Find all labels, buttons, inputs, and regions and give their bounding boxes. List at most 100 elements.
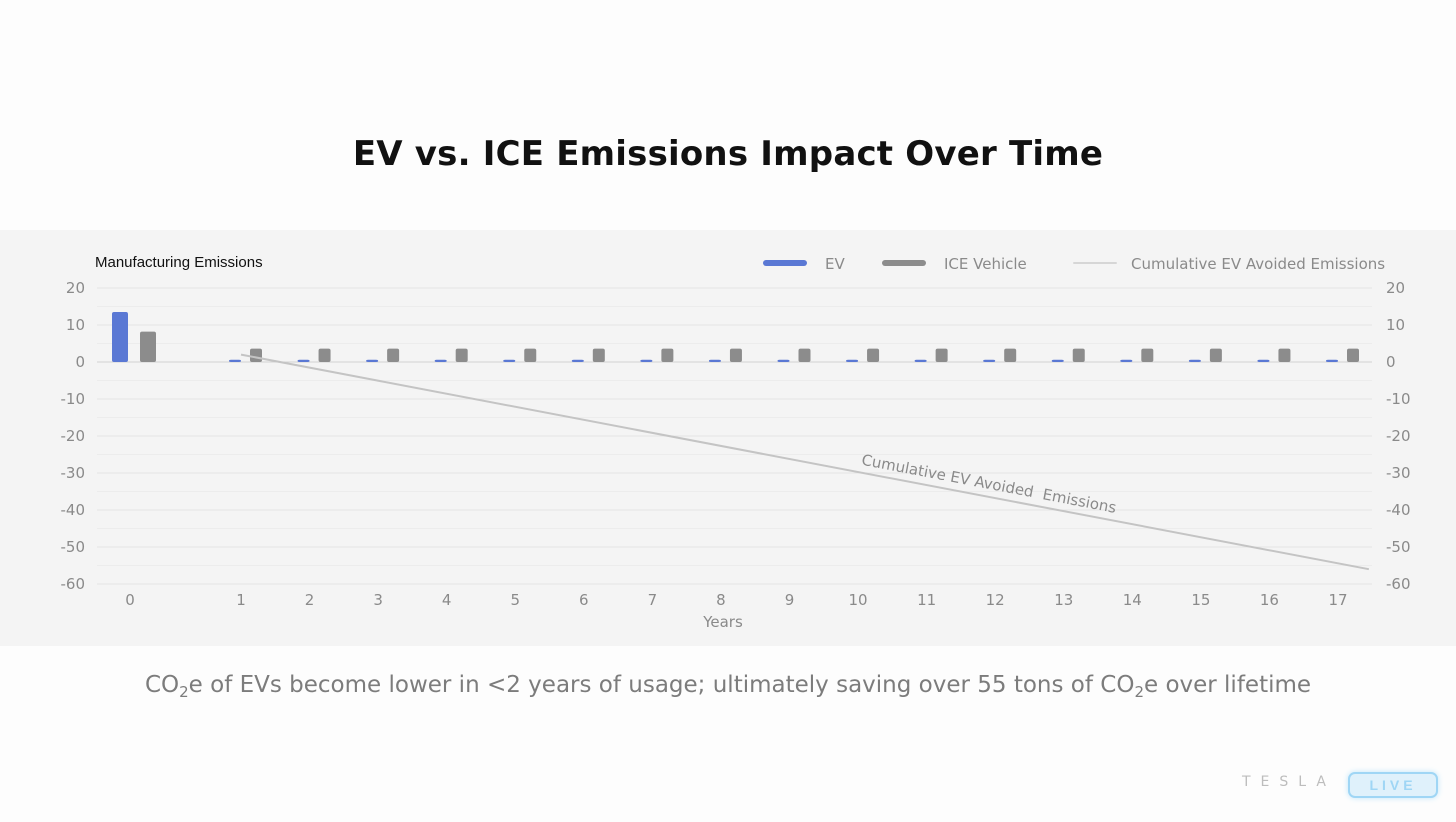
y-tick-left: -30 xyxy=(61,464,86,482)
cumulative-avoided-line xyxy=(240,353,1370,571)
ev-bar xyxy=(229,359,241,362)
y-tick-left: -40 xyxy=(61,501,86,519)
ev-bar xyxy=(708,359,721,362)
y-tick-right: -20 xyxy=(1386,427,1411,445)
x-tick-label: 10 xyxy=(849,591,868,609)
x-tick-label: 14 xyxy=(1123,591,1142,609)
y-tick-right: -50 xyxy=(1386,538,1411,556)
legend-swatch-ev xyxy=(763,260,807,266)
legend-swatch-cumulative xyxy=(1073,262,1117,264)
x-tick-label: 4 xyxy=(442,591,452,609)
legend-swatch-ice xyxy=(882,260,926,266)
ev-bar xyxy=(914,359,927,362)
x-tick-label: 11 xyxy=(917,591,936,609)
x-tick-label: 6 xyxy=(579,591,589,609)
ev-bar xyxy=(571,359,584,362)
x-tick-label: 17 xyxy=(1328,591,1347,609)
ev-bar xyxy=(503,359,516,362)
ev-bar xyxy=(112,312,128,362)
ev-bar xyxy=(1257,359,1270,362)
ice-bar xyxy=(1004,348,1017,362)
y-axis-left: 20 10 0 -10 -20 -30 -40 -50 -60 xyxy=(61,279,86,593)
ice-bar xyxy=(1072,348,1085,362)
ev-bar xyxy=(846,359,859,362)
ev-bar xyxy=(1188,359,1201,362)
ice-bar xyxy=(935,348,948,362)
x-tick-label: 15 xyxy=(1191,591,1210,609)
y-tick-left: 10 xyxy=(66,316,85,334)
x-tick-label: 0 xyxy=(125,591,135,609)
x-axis-title: Years xyxy=(702,613,743,631)
caption-text-3: e over lifetime xyxy=(1143,672,1312,698)
line-series-label: Cumulative EV Avoided Emissions xyxy=(860,451,1118,517)
caption-text-2: e of EVs become lower in <2 years of usa… xyxy=(188,672,1135,698)
x-tick-label: 12 xyxy=(986,591,1005,609)
ice-bar xyxy=(250,348,262,362)
ice-bar xyxy=(1209,348,1222,362)
ice-bar xyxy=(592,348,605,362)
ice-bar xyxy=(318,348,331,362)
y-tick-right: 0 xyxy=(1386,353,1396,371)
y-tick-right: -60 xyxy=(1386,575,1411,593)
x-tick-label: 2 xyxy=(305,591,315,609)
y-tick-right: 10 xyxy=(1386,316,1405,334)
caption-text-1: CO xyxy=(144,672,180,698)
legend-label-ev: EV xyxy=(825,255,845,273)
tesla-wordmark: TESLA xyxy=(1242,774,1336,790)
legend-label-ice: ICE Vehicle xyxy=(944,255,1027,273)
y-tick-left: -10 xyxy=(61,390,86,408)
ice-bar xyxy=(1278,348,1291,362)
x-tick-label: 7 xyxy=(648,591,658,609)
ev-bar xyxy=(297,359,310,362)
ev-bar xyxy=(1326,359,1338,362)
chart-legend: EV ICE Vehicle Cumulative EV Avoided Emi… xyxy=(763,255,1385,273)
ice-bar xyxy=(729,348,742,362)
ice-bar xyxy=(661,348,674,362)
ice-bar xyxy=(140,331,156,362)
bar-series xyxy=(112,312,1359,362)
y-tick-left: 20 xyxy=(66,279,85,297)
x-axis: 0 1 2 3 4 5 6 7 8 9 10 11 12 13 14 15 16 17 xyxy=(125,591,1347,609)
y-tick-left: 0 xyxy=(75,353,85,371)
ev-bar xyxy=(777,359,790,362)
ice-bar xyxy=(867,348,880,362)
ev-bar xyxy=(1120,359,1133,362)
grid-lines xyxy=(97,287,1372,585)
manufacturing-emissions-label: Manufacturing Emissions xyxy=(95,254,263,271)
slide-title: EV vs. ICE Emissions Impact Over Time xyxy=(352,134,1104,174)
ice-bar xyxy=(798,348,811,362)
live-badge: LIVE xyxy=(1348,772,1438,798)
line-series xyxy=(240,353,1370,571)
y-tick-right: -40 xyxy=(1386,501,1411,519)
y-tick-left: -50 xyxy=(61,538,86,556)
ev-bar xyxy=(434,359,447,362)
slide-caption: CO2e of EVs become lower in <2 years of … xyxy=(0,672,1456,701)
ice-bar xyxy=(1141,348,1154,362)
caption-subscript-2: 2 xyxy=(1134,683,1144,701)
x-tick-label: 8 xyxy=(716,591,726,609)
ev-bar xyxy=(366,359,379,362)
x-tick-label: 1 xyxy=(236,591,246,609)
y-tick-right: -30 xyxy=(1386,464,1411,482)
y-tick-right: 20 xyxy=(1386,279,1405,297)
ice-bar xyxy=(1347,348,1359,362)
x-tick-label: 9 xyxy=(785,591,795,609)
y-axis-right: 20 10 0 -10 -20 -30 -40 -50 -60 xyxy=(1386,279,1411,593)
ev-bar xyxy=(983,359,996,362)
legend-label-cumulative: Cumulative EV Avoided Emissions xyxy=(1131,255,1385,273)
x-tick-label: 13 xyxy=(1054,591,1073,609)
chart-panel: 20 10 0 -10 -20 -30 -40 -50 -60 20 10 0 -10 -20 -30 -4… xyxy=(0,230,1456,646)
ev-bar xyxy=(1051,359,1064,362)
x-tick-label: 16 xyxy=(1260,591,1279,609)
ice-bar xyxy=(455,348,468,362)
x-tick-label: 5 xyxy=(510,591,520,609)
ice-bar xyxy=(387,348,400,362)
caption-subscript-1: 2 xyxy=(179,683,189,701)
x-tick-label: 3 xyxy=(373,591,383,609)
y-tick-right: -10 xyxy=(1386,390,1411,408)
y-tick-left: -20 xyxy=(61,427,86,445)
ev-bar xyxy=(640,359,653,362)
ice-bar xyxy=(524,348,537,362)
y-tick-left: -60 xyxy=(61,575,86,593)
